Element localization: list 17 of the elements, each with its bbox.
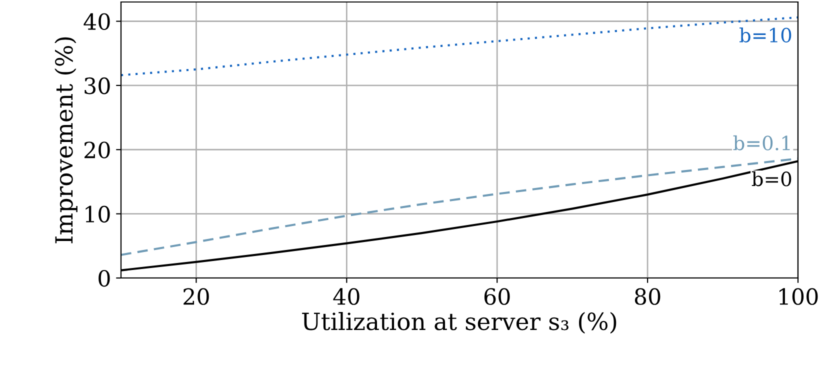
y-axis-title: Improvement (%): [54, 37, 78, 244]
x-tick-label: 40: [333, 288, 360, 305]
line-series: [121, 158, 798, 256]
x-axis-title: Utilization at server s₃ (%): [302, 312, 616, 334]
y-tick-label: 30: [84, 77, 110, 94]
y-tick-label: 0: [98, 270, 110, 287]
x-tick-label: 100: [780, 288, 818, 305]
y-tick-label: 20: [84, 142, 110, 158]
y-tick-label: 10: [86, 206, 110, 223]
x-tick-label: 20: [184, 288, 209, 305]
series-label: b=10: [740, 27, 792, 42]
series-label: b=0.1: [733, 135, 790, 150]
series-label: b=0: [752, 171, 792, 186]
y-tick-label: 40: [84, 13, 110, 30]
x-tick-label: 80: [634, 288, 660, 305]
x-tick-label: 60: [484, 288, 510, 305]
line-series: [121, 16, 798, 76]
